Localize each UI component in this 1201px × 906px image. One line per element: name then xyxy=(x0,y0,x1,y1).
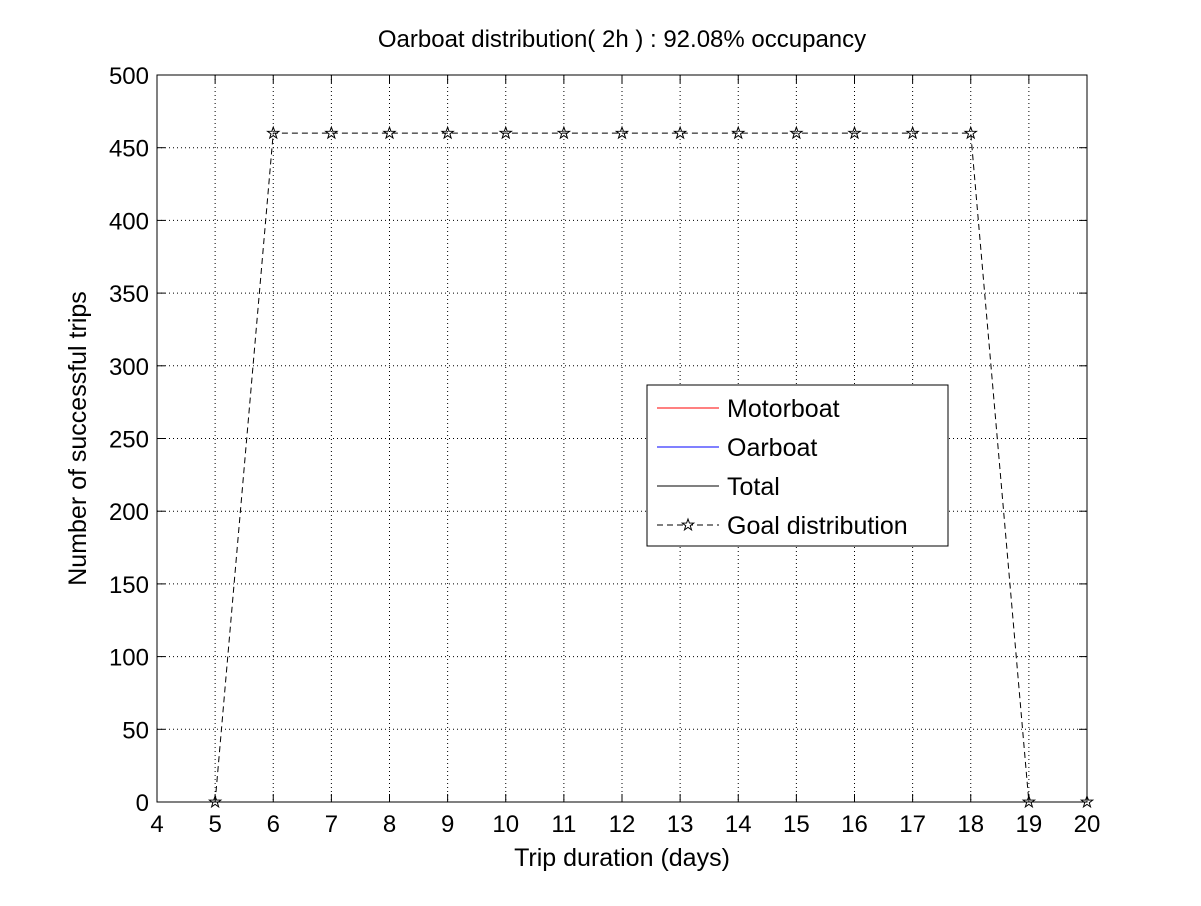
x-tick-label: 19 xyxy=(1016,811,1043,838)
y-axis-label: Number of successful trips xyxy=(64,291,92,586)
y-tick-label: 0 xyxy=(136,790,149,817)
series-point xyxy=(789,125,804,140)
x-tick-label: 4 xyxy=(150,811,163,838)
series-point xyxy=(963,125,978,140)
legend-entry: Motorboat xyxy=(727,395,840,423)
legend-entry: Goal distribution xyxy=(727,512,908,540)
x-tick-label: 16 xyxy=(841,811,868,838)
series-point xyxy=(266,125,281,140)
ticks: 4 5 6 7 8 9 10 11 12 13 14 15 16 17 18 19 20050100150200… xyxy=(109,63,1100,838)
x-tick-label: 9 xyxy=(441,811,454,838)
legend-entry: Total xyxy=(727,473,780,501)
x-tick-label: 14 xyxy=(725,811,752,838)
y-tick-label: 500 xyxy=(109,63,149,90)
x-tick-label: 7 xyxy=(325,811,338,838)
legend-entry: Oarboat xyxy=(727,434,817,462)
series xyxy=(207,125,1095,809)
y-tick-label: 250 xyxy=(109,427,149,454)
y-tick-label: 100 xyxy=(109,645,149,672)
x-tick-label: 17 xyxy=(899,811,926,838)
x-tick-label: 12 xyxy=(609,811,636,838)
y-tick-label: 50 xyxy=(122,717,149,744)
y-tick-label: 150 xyxy=(109,572,149,599)
series-point xyxy=(731,125,746,140)
series-point xyxy=(382,125,397,140)
series-point xyxy=(440,125,455,140)
y-tick-label: 350 xyxy=(109,281,149,308)
series-point xyxy=(324,125,339,140)
x-tick-label: 11 xyxy=(551,811,576,838)
x-axis-label: Trip duration (days) xyxy=(514,844,730,872)
grid xyxy=(157,75,1087,802)
series-point xyxy=(498,125,513,140)
x-tick-label: 15 xyxy=(783,811,810,838)
x-tick-label: 6 xyxy=(267,811,280,838)
series-point xyxy=(905,125,920,140)
legend-marker xyxy=(680,517,696,532)
legend-box xyxy=(646,384,949,547)
series-point xyxy=(847,125,862,140)
x-tick-label: 5 xyxy=(208,811,221,838)
x-tick-label: 10 xyxy=(492,811,519,838)
series-point xyxy=(556,125,572,140)
chart-title: Oarboat distribution( 2h ) : 92.08% occu… xyxy=(378,26,866,53)
y-tick-label: 400 xyxy=(109,208,149,235)
x-tick-label: 8 xyxy=(383,811,396,838)
x-tick-label: 20 xyxy=(1074,811,1101,838)
x-tick-label: 18 xyxy=(957,811,984,838)
y-tick-label: 200 xyxy=(109,499,149,526)
series-point xyxy=(672,125,688,140)
x-tick-label: 13 xyxy=(667,811,694,838)
y-tick-label: 450 xyxy=(109,136,149,163)
series-point xyxy=(1079,794,1095,809)
y-tick-label: 300 xyxy=(109,354,149,381)
series-point xyxy=(1021,794,1037,809)
series-point xyxy=(614,125,630,140)
legend: Motorboat Oarboat Total Goal distribution xyxy=(646,384,949,547)
series-point xyxy=(207,794,223,809)
